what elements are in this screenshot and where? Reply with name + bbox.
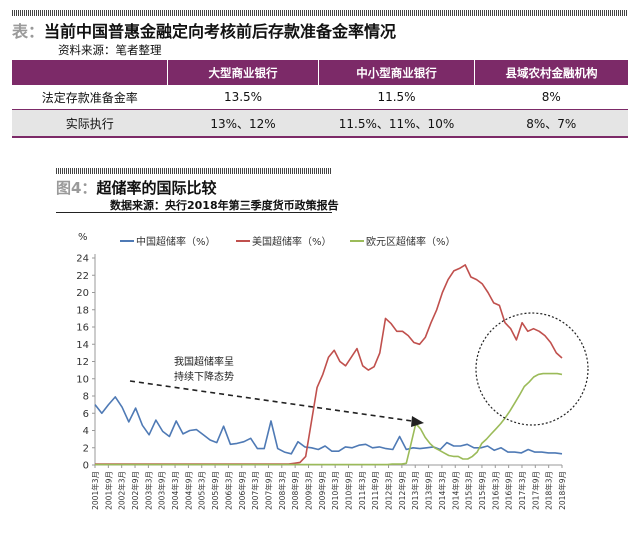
figure-label: 图4：: [56, 179, 97, 197]
table-header-cell: 大型商业银行: [167, 60, 319, 85]
y-tick-label: 8: [83, 392, 89, 403]
table-row: 实际执行 13%、12% 11.5%、11%、10% 8%、7%: [12, 109, 628, 138]
figure-heading: 图4：超储率的国际比较: [56, 177, 216, 198]
trend-arrow-head: [411, 416, 424, 427]
x-tick-label: 2001年3月: [90, 471, 100, 510]
table-cell: 13%、12%: [167, 109, 319, 138]
x-tick-label: 2013年9月: [424, 471, 434, 510]
table-top-hatch-rule: [12, 10, 628, 16]
x-tick-label: 2007年9月: [263, 471, 273, 510]
x-tick-label: 2014年3月: [437, 471, 447, 510]
table-cell: 实际执行: [12, 109, 168, 138]
x-tick-label: 2009年3月: [303, 471, 313, 510]
figure-heading-rule: [56, 212, 332, 213]
annotation-line-2: 持续下降态势: [174, 370, 234, 383]
legend-label-us: 美国超储率（%）: [252, 235, 332, 248]
figure-source: 数据来源：央行2018年第三季度货币政策报告: [110, 199, 339, 212]
x-tick-label: 2005年3月: [197, 471, 207, 510]
x-tick-label: 2011年9月: [370, 471, 380, 510]
x-tick-label: 2013年3月: [410, 471, 420, 510]
x-tick-label: 2007年3月: [250, 471, 260, 510]
x-tick-label: 2004年3月: [170, 471, 180, 510]
x-tick-label: 2012年3月: [384, 471, 394, 510]
y-tick-label: 14: [76, 340, 89, 351]
x-tick-label: 2016年9月: [504, 471, 514, 510]
table-cell: 法定存款准备金率: [12, 85, 168, 110]
y-tick-label: 6: [83, 409, 89, 420]
table-cell: 11.5%: [318, 85, 475, 110]
trend-arrow-line: [129, 380, 413, 422]
y-tick-label: 2: [83, 443, 89, 454]
table-source: 资料来源：笔者整理: [58, 43, 162, 57]
x-tick-label: 2003年9月: [157, 471, 167, 510]
y-axis-unit: %: [78, 232, 88, 243]
x-tick-label: 2015年3月: [464, 471, 474, 510]
x-tick-label: 2012年9月: [397, 471, 407, 510]
highlight-circle: [475, 312, 589, 426]
x-tick-label: 2005年9月: [210, 471, 220, 510]
reserve-ratio-table: 大型商业银行 中小型商业银行 县域农村金融机构 法定存款准备金率 13.5% 1…: [12, 60, 628, 138]
table-header-row: 大型商业银行 中小型商业银行 县域农村金融机构: [12, 60, 628, 85]
table-cell: 13.5%: [167, 85, 319, 110]
x-tick-label: 2001年9月: [103, 471, 113, 510]
table-title: 当前中国普惠金融定向考核前后存款准备金率情况: [44, 22, 397, 41]
legend-label-china: 中国超储率（%）: [136, 235, 216, 248]
table-header-cell: 中小型商业银行: [318, 60, 475, 85]
table-cell: 8%: [474, 85, 628, 110]
legend-label-euro: 欧元区超储率（%）: [366, 235, 456, 248]
y-tick-label: 4: [83, 426, 89, 437]
table-header-cell: [12, 60, 168, 85]
table-heading: 表：当前中国普惠金融定向考核前后存款准备金率情况: [12, 18, 396, 42]
x-tick-label: 2010年9月: [344, 471, 354, 510]
trend-annotation: 我国超储率呈 持续下降态势: [129, 355, 424, 427]
y-tick-label: 20: [76, 288, 89, 299]
x-tick-label: 2011年3月: [357, 471, 367, 510]
x-tick-label: 2015年9月: [477, 471, 487, 510]
y-tick-label: 0: [83, 461, 89, 472]
y-tick-label: 24: [76, 254, 89, 265]
x-tick-label: 2003年3月: [143, 471, 153, 510]
x-tick-label: 2008年9月: [290, 471, 300, 510]
x-tick-label: 2018年9月: [557, 471, 567, 510]
y-tick-label: 10: [76, 374, 89, 385]
y-tick-label: 18: [76, 305, 89, 316]
china-series-line: [94, 396, 563, 455]
legend: 中国超储率（%） 美国超储率（%） 欧元区超储率（%）: [120, 235, 456, 248]
x-tick-label: 2006年3月: [223, 471, 233, 510]
annotation-line-1: 我国超储率呈: [174, 355, 234, 368]
x-tick-label: 2002年9月: [130, 471, 140, 510]
table-cell: 11.5%、11%、10%: [318, 109, 475, 138]
x-tick-label: 2006年9月: [237, 471, 247, 510]
x-tick-label: 2004年9月: [183, 471, 193, 510]
x-tick-label: 2008年3月: [277, 471, 287, 510]
y-tick-label: 12: [76, 357, 89, 368]
x-tick-label: 2016年3月: [490, 471, 500, 510]
y-tick-label: 16: [76, 323, 89, 334]
table-header-cell: 县域农村金融机构: [474, 60, 628, 85]
table-cell: 8%、7%: [474, 109, 628, 138]
x-tick-label: 2014年9月: [450, 471, 460, 510]
x-tick-label: 2010年3月: [330, 471, 340, 510]
x-tick-label: 2009年9月: [317, 471, 327, 510]
x-tick-label: 2017年9月: [530, 471, 540, 510]
table-row: 法定存款准备金率 13.5% 11.5% 8%: [12, 85, 628, 110]
x-tick-label: 2017年3月: [517, 471, 527, 510]
figure-title: 超储率的国际比较: [96, 179, 217, 197]
figure-top-hatch-rule: [56, 168, 332, 174]
chart-series: [94, 264, 563, 466]
euro-series-line: [95, 372, 563, 466]
x-tick-label: 2018年3月: [544, 471, 554, 510]
table-label: 表：: [12, 22, 45, 41]
x-tick-label: 2002年3月: [117, 471, 127, 510]
y-tick-label: 22: [76, 271, 89, 282]
